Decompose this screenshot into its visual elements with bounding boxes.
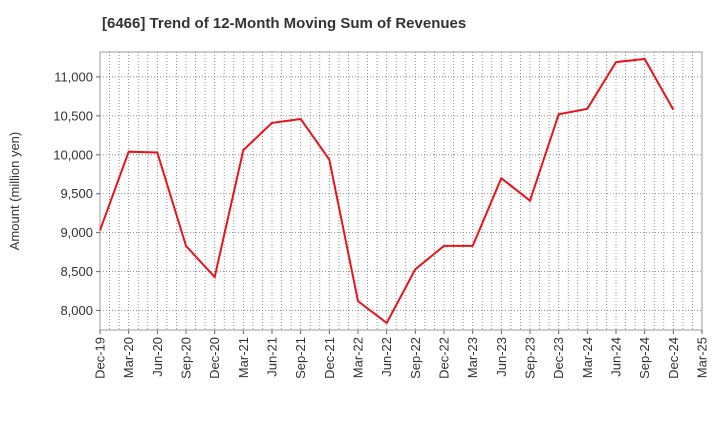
x-tick-label: Jun-24 — [609, 337, 624, 377]
y-axis-title: Amount (million yen) — [7, 132, 22, 251]
x-tick-label: Sep-20 — [179, 337, 194, 379]
x-tick-label: Jun-20 — [150, 337, 165, 377]
series-layer — [99, 57, 675, 325]
x-tick-label: Dec-23 — [551, 337, 566, 379]
x-tick-label: Mar-21 — [236, 337, 251, 378]
gridlines — [100, 52, 702, 330]
x-tick-label: Dec-19 — [93, 337, 108, 379]
x-tick-label: Mar-25 — [695, 337, 710, 378]
chart-title: [6466] Trend of 12-Month Moving Sum of R… — [102, 15, 467, 32]
x-axis-ticks: Dec-19 Mar-20 Jun-20 Sep-20 Dec-20 Mar-21 Jun-… — [93, 330, 710, 379]
x-tick-label: Dec-20 — [207, 337, 222, 379]
x-tick-label: Jun-22 — [379, 337, 394, 377]
x-tick-label: Dec-22 — [437, 337, 452, 379]
y-tick-label: 8,500 — [60, 264, 93, 279]
x-tick-label: Sep-22 — [408, 337, 423, 379]
x-tick-label: Mar-22 — [351, 337, 366, 378]
y-tick-label: 9,000 — [60, 225, 93, 240]
y-tick-label: 8,000 — [60, 303, 93, 318]
x-tick-label: Mar-20 — [121, 337, 136, 378]
revenue-series-line — [99, 57, 675, 325]
y-tick-label: 11,000 — [54, 69, 93, 84]
x-tick-label: Sep-21 — [293, 337, 308, 379]
x-tick-label: Mar-24 — [580, 337, 595, 378]
y-tick-label: 9,500 — [60, 186, 93, 201]
y-tick-label: 10,000 — [53, 147, 93, 162]
x-tick-label: Sep-24 — [637, 337, 652, 379]
x-tick-label: Sep-23 — [523, 337, 538, 379]
x-tick-label: Mar-23 — [465, 337, 480, 378]
x-tick-label: Jun-23 — [494, 337, 509, 377]
x-tick-label: Dec-24 — [666, 337, 681, 379]
y-axis-ticks: 8,000 8,500 9,000 9,500 10,000 10,500 11,000 — [53, 69, 100, 318]
y-tick-label: 10,500 — [53, 108, 93, 123]
x-tick-label: Jun-21 — [265, 337, 280, 377]
x-tick-label: Dec-21 — [322, 337, 337, 379]
plot-area-frame — [99, 51, 703, 331]
